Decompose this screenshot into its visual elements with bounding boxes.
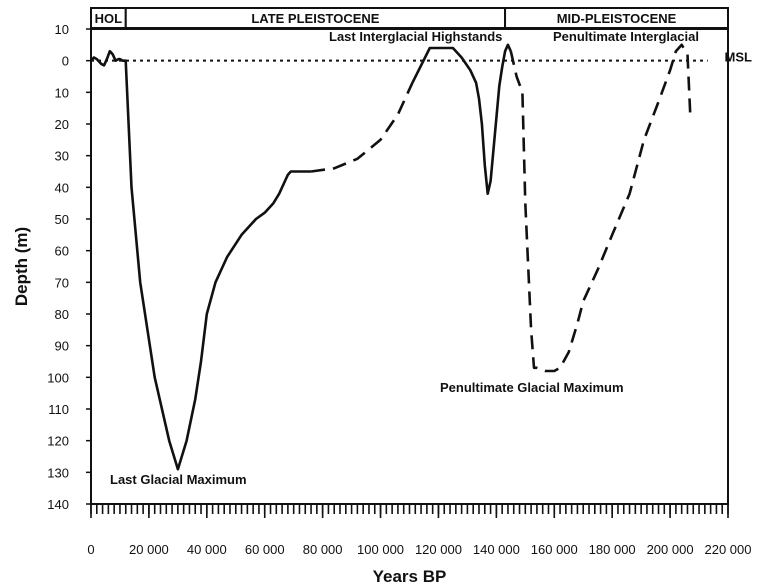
- x-tick-label: 40 000: [187, 542, 227, 557]
- y-tick-label: 20: [55, 117, 69, 132]
- annotations: Last Interglacial Highstands Penultimate …: [110, 29, 699, 487]
- annotation-0: Last Interglacial Highstands: [329, 29, 502, 44]
- y-tick-label: 50: [55, 212, 69, 227]
- y-tick-label: 70: [55, 275, 69, 290]
- y-tick-label: 80: [55, 307, 69, 322]
- x-tick-label: 200 000: [647, 542, 694, 557]
- sea-level-series-1-dashed: [310, 82, 414, 173]
- x-axis-ticks: 0 20 000 40 000 60 000 80 000 100 000 120 000 1…: [87, 504, 752, 557]
- y-tick-label: 140: [47, 497, 69, 512]
- y-tick-label: 30: [55, 149, 69, 164]
- annotation-2: Penultimate Glacial Maximum: [440, 380, 624, 395]
- y-tick-label: 10: [55, 85, 69, 100]
- x-tick-label: 220 000: [705, 542, 752, 557]
- annotation-1: Penultimate Interglacial: [553, 29, 699, 44]
- y-tick-label: 130: [47, 465, 69, 480]
- y-tick-label: 120: [47, 434, 69, 449]
- x-tick-label: 180 000: [589, 542, 636, 557]
- epoch-label-1: LATE PLEISTOCENE: [251, 11, 379, 26]
- sea-level-series-2-solid: [411, 43, 512, 195]
- x-tick-label: 80 000: [303, 542, 343, 557]
- x-tick-label: 60 000: [245, 542, 285, 557]
- x-axis-minor-ticks: [90, 504, 729, 514]
- series-group: [90, 43, 692, 471]
- x-tick-label: 160 000: [531, 542, 578, 557]
- y-tick-label: 0: [62, 54, 69, 69]
- msl-label: MSL: [725, 50, 753, 65]
- sea-level-series-0-solid: [90, 49, 312, 471]
- annotation-3: Last Glacial Maximum: [110, 472, 247, 487]
- msl-group: MSL: [91, 50, 752, 65]
- x-tick-label: 120 000: [415, 542, 462, 557]
- x-tick-label: 0: [87, 542, 94, 557]
- y-axis-title: Depth (m): [12, 227, 31, 306]
- y-tick-label: 90: [55, 339, 69, 354]
- y-tick-label: 60: [55, 244, 69, 259]
- x-tick-label: 100 000: [357, 542, 404, 557]
- y-tick-label: 110: [48, 402, 69, 417]
- y-tick-label: 10: [55, 22, 69, 37]
- epoch-label-0: HOL: [95, 11, 123, 26]
- sea-level-series-3-dashed: [509, 43, 692, 373]
- epoch-bar: HOL LATE PLEISTOCENE MID-PLEISTOCENE: [90, 7, 729, 29]
- x-axis-title: Years BP: [373, 567, 447, 586]
- y-tick-label: 40: [55, 180, 69, 195]
- x-tick-label: 140 000: [473, 542, 520, 557]
- x-tick-label: 20 000: [129, 542, 169, 557]
- plot-frame: [90, 28, 729, 505]
- epoch-label-2: MID-PLEISTOCENE: [557, 11, 677, 26]
- y-tick-label: 100: [47, 370, 69, 385]
